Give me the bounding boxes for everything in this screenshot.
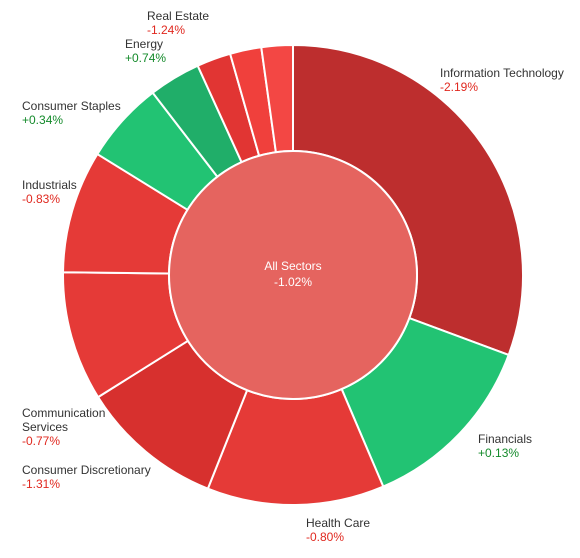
label-name-health-care: Health Care [306, 516, 370, 530]
label-name-energy: Energy [125, 37, 163, 51]
label-value-communication-services: -0.77% [22, 434, 60, 448]
label-value-real-estate: -1.24% [147, 23, 185, 37]
label-name-consumer-discretionary: Consumer Discretionary [22, 463, 151, 477]
label-value-consumer-staples: +0.34% [22, 113, 63, 127]
label-name-communication-services-1: Services [22, 420, 68, 434]
sector-labels: Information Technology-2.19%Financials+0… [22, 9, 564, 544]
label-value-energy: +0.74% [125, 51, 166, 65]
label-value-financials: +0.13% [478, 446, 519, 460]
label-name-consumer-staples: Consumer Staples [22, 99, 121, 113]
label-value-consumer-discretionary: -1.31% [22, 477, 60, 491]
label-name-communication-services-0: Communication [22, 406, 105, 420]
label-name-financials: Financials [478, 432, 532, 446]
label-name-industrials: Industrials [22, 178, 77, 192]
label-value-health-care: -0.80% [306, 530, 344, 544]
label-value-information-technology: -2.19% [440, 80, 478, 94]
center-node[interactable]: All Sectors -1.02% [168, 150, 418, 400]
label-name-information-technology: Information Technology [440, 66, 564, 80]
center-circle[interactable] [168, 150, 418, 400]
label-name-real-estate: Real Estate [147, 9, 209, 23]
label-value-industrials: -0.83% [22, 192, 60, 206]
outer-ring [62, 43, 524, 506]
center-value: -1.02% [274, 275, 312, 289]
center-label: All Sectors [264, 259, 321, 273]
